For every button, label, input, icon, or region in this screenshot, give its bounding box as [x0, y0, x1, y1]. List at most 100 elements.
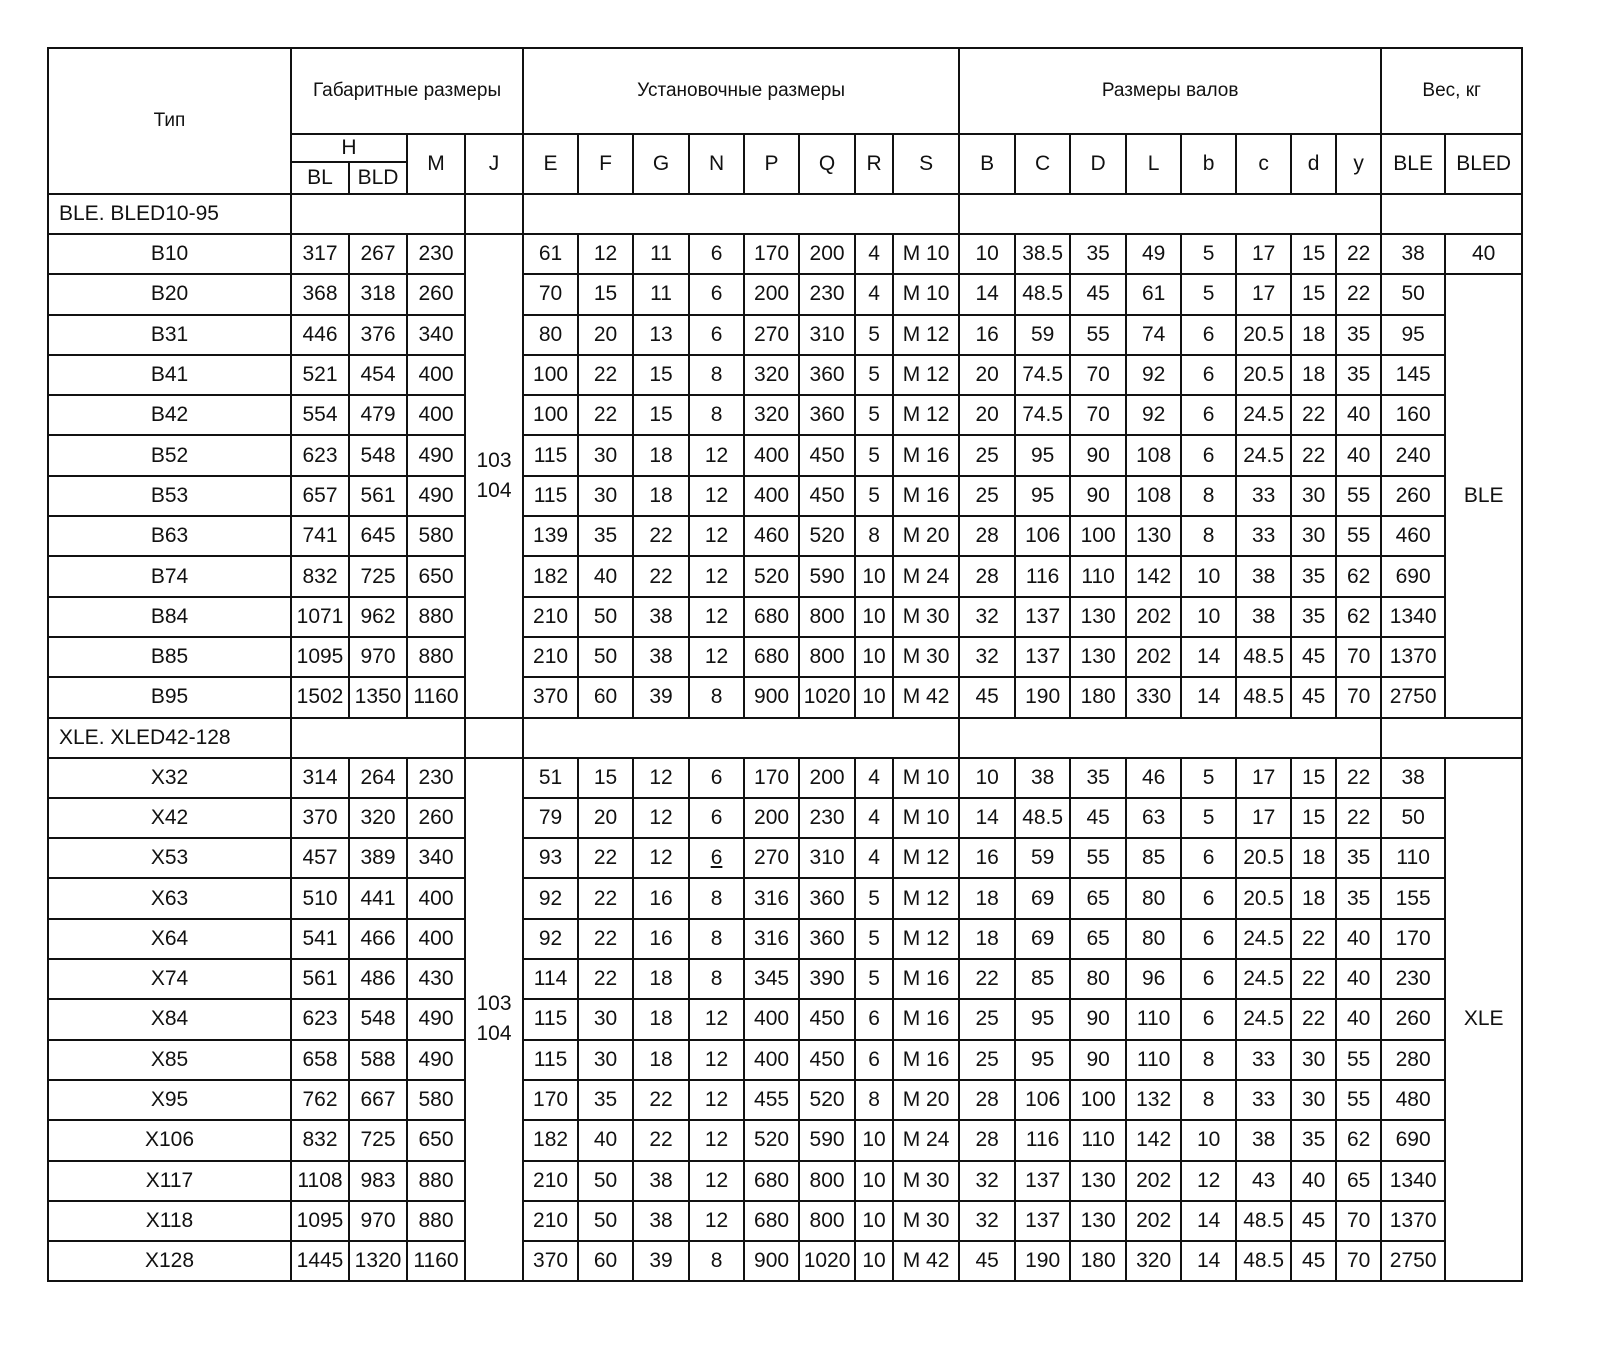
cell-m: 490: [406, 998, 466, 1041]
group-header-shaft: Размеры валов: [958, 47, 1383, 135]
cell-n: 170: [743, 232, 801, 276]
cell-j: 370: [522, 676, 580, 719]
cell-n: 900: [743, 676, 801, 719]
cell-r: M 12: [892, 837, 961, 880]
cell-l: 14: [1180, 1199, 1238, 1243]
cell-s: 18: [958, 877, 1017, 920]
col-header-ble: BLE: [1380, 133, 1447, 195]
cell-c: 15: [1290, 232, 1338, 276]
cell-e: 50: [577, 595, 635, 638]
cell-j: 210: [522, 595, 580, 638]
cell-f: 22: [632, 1119, 691, 1162]
cell-c: 35: [1290, 555, 1338, 598]
cell-g: 12: [688, 555, 746, 598]
cell-m: 580: [406, 515, 466, 558]
cell-b: 95: [1014, 474, 1072, 518]
cell-d: 130: [1125, 515, 1183, 558]
cell-r: M 12: [892, 353, 961, 397]
table-row: X84 623 548 490 115 30 18 12 400 450 6 M 16 25 95 90 11…: [47, 998, 1522, 1041]
cell-f: 38: [632, 635, 691, 679]
table-row: X64 541 466 400 92 22 16 8 316 360 5 M 12 18 69 65 80 6 2…: [47, 917, 1522, 961]
cell-p: 360: [798, 353, 857, 397]
cell-j: 92: [522, 917, 580, 961]
cell-j: 100: [522, 394, 580, 437]
cell-b: 20.5: [1235, 837, 1293, 880]
cell-j: 115: [522, 998, 580, 1041]
cell-bl: 446: [290, 313, 350, 356]
cell-y: 110: [1380, 837, 1447, 880]
cell-c: 30: [1290, 1038, 1338, 1081]
cell-j: 370: [522, 1240, 580, 1283]
cell-f: 18: [632, 434, 691, 477]
cell-b: 24.5: [1235, 434, 1293, 477]
col-header-l: L: [1125, 133, 1183, 195]
section-label: BLE. BLED10-95: [47, 193, 292, 235]
cell-q: 10: [854, 1199, 895, 1243]
cell-b: 48.5: [1235, 1199, 1293, 1243]
group-header-mounting: Установочные размеры: [522, 47, 961, 135]
cell-b: 48.5: [1235, 676, 1293, 719]
cell-f: 12: [632, 796, 691, 840]
cell-m: 1160: [406, 1240, 466, 1283]
cell-bld: 561: [348, 474, 408, 518]
type-cell: B84: [47, 595, 292, 638]
cell-b: 106: [1014, 1078, 1072, 1122]
cell-c: 45: [1290, 1199, 1338, 1243]
cell-bl: 658: [290, 1038, 350, 1081]
cell-e: 12: [577, 232, 635, 276]
cell-s: 14: [958, 796, 1017, 840]
cell-s: 10: [958, 232, 1017, 276]
cell-b: 24.5: [1235, 998, 1293, 1041]
cell-c: 30: [1290, 515, 1338, 558]
type-cell: X95: [47, 1078, 292, 1122]
cell-bld: 983: [348, 1159, 408, 1202]
cell-b: 17: [1235, 273, 1293, 316]
cell-g: 12: [688, 998, 746, 1041]
cell-c: 65: [1069, 917, 1128, 961]
cell-f: 15: [632, 353, 691, 397]
cell-d: 62: [1335, 1119, 1383, 1162]
cell-d: 35: [1335, 877, 1383, 920]
cell-n: 520: [743, 1119, 801, 1162]
col-header-e: E: [522, 133, 580, 195]
cell-g: 8: [688, 958, 746, 1001]
cell-p: 360: [798, 394, 857, 437]
type-cell: X128: [47, 1240, 292, 1283]
cell-bld: 645: [348, 515, 408, 558]
table-row: X53 457 389 340 93 22 12 6 270 310 4 M 12 16 59 55 85 6 2…: [47, 837, 1522, 880]
cell-m: 880: [406, 595, 466, 638]
j-value: 104: [476, 478, 512, 502]
cell-bl: 1108: [290, 1159, 350, 1202]
cell-c: 35: [1290, 595, 1338, 638]
cell-g: 8: [688, 676, 746, 719]
cell-d: 63: [1125, 796, 1183, 840]
cell-l: 6: [1180, 917, 1238, 961]
cell-l: 6: [1180, 313, 1238, 356]
cell-d: 85: [1125, 837, 1183, 880]
cell-c: 45: [1290, 635, 1338, 679]
cell-b: 190: [1014, 1240, 1072, 1283]
col-header-f: F: [577, 133, 635, 195]
cell-y: 145: [1380, 353, 1447, 397]
col-header-s: S: [892, 133, 961, 195]
cell-b: 106: [1014, 515, 1072, 558]
cell-d: 49: [1125, 232, 1183, 276]
cell-b: 38: [1014, 756, 1072, 799]
cell-y: 690: [1380, 1119, 1447, 1162]
cell-l: 8: [1180, 474, 1238, 518]
cell-l: 6: [1180, 434, 1238, 477]
cell-d: 320: [1125, 1240, 1183, 1283]
cell-bld: 725: [348, 555, 408, 598]
col-header-c: c: [1235, 133, 1293, 195]
type-cell: X85: [47, 1038, 292, 1081]
cell-n: 200: [743, 273, 801, 316]
cell-r: M 24: [892, 555, 961, 598]
cell-y: 2750: [1380, 1240, 1447, 1283]
cell-l: 10: [1180, 555, 1238, 598]
type-cell: B31: [47, 313, 292, 356]
cell-bld: 970: [348, 635, 408, 679]
cell-c: 22: [1290, 998, 1338, 1041]
cell-m: 400: [406, 394, 466, 437]
cell-c: 90: [1069, 998, 1128, 1041]
cell-y: 1340: [1380, 1159, 1447, 1202]
